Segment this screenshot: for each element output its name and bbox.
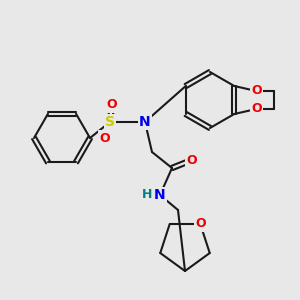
Text: S: S xyxy=(105,115,115,129)
Text: O: O xyxy=(100,131,110,145)
Text: N: N xyxy=(139,115,151,129)
Text: O: O xyxy=(107,98,117,112)
Text: O: O xyxy=(251,103,262,116)
Text: O: O xyxy=(251,85,262,98)
Text: O: O xyxy=(195,218,206,230)
Text: H: H xyxy=(142,188,152,202)
Text: N: N xyxy=(154,188,166,202)
Text: O: O xyxy=(187,154,197,166)
